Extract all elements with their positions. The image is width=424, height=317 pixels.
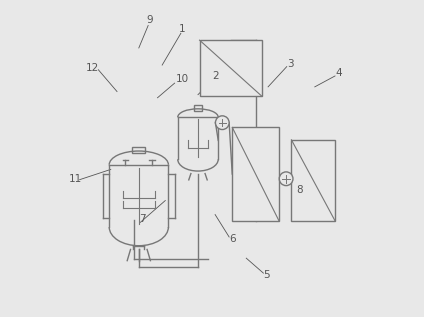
Text: 12: 12 <box>86 63 99 73</box>
Circle shape <box>215 116 229 130</box>
Text: 11: 11 <box>69 174 82 184</box>
Text: 8: 8 <box>296 184 303 195</box>
Text: 1: 1 <box>179 24 186 34</box>
Bar <box>132 147 145 153</box>
Text: 7: 7 <box>139 214 145 224</box>
Text: 5: 5 <box>263 270 270 280</box>
Text: 2: 2 <box>212 71 219 81</box>
Bar <box>200 40 262 96</box>
Circle shape <box>279 172 293 185</box>
Bar <box>194 106 202 111</box>
Bar <box>291 140 335 221</box>
Text: 3: 3 <box>287 59 293 68</box>
Bar <box>232 127 279 221</box>
Text: 10: 10 <box>176 74 189 84</box>
Text: 9: 9 <box>147 15 153 25</box>
Text: 6: 6 <box>229 235 236 244</box>
Text: 4: 4 <box>335 68 342 78</box>
